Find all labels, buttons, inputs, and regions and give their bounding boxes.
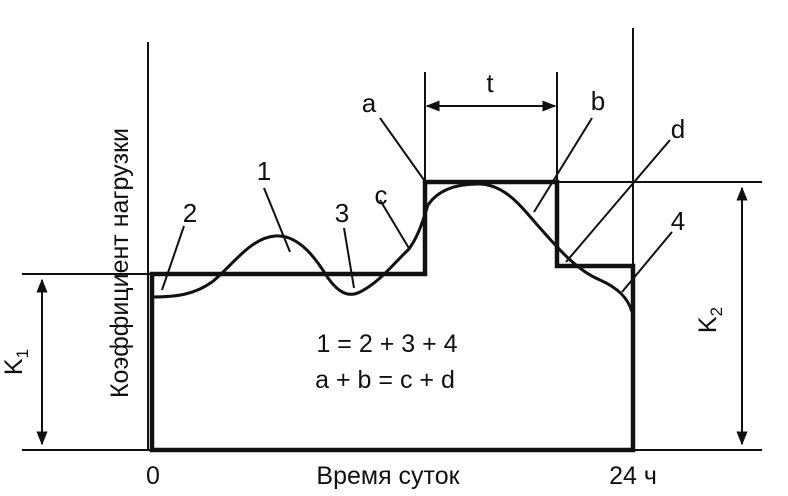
equation-2: a + b = c + d bbox=[315, 366, 455, 394]
x-end-label: 24 ч bbox=[609, 462, 657, 490]
load-curve bbox=[151, 182, 634, 313]
equation-1: 1 = 2 + 3 + 4 bbox=[316, 330, 457, 358]
label-2: 2 bbox=[183, 198, 197, 228]
leader-3 bbox=[343, 227, 355, 289]
x-axis-label: Время суток bbox=[316, 462, 460, 490]
k1-label: K1 bbox=[0, 349, 32, 375]
y-axis-label: Коэффициент нагрузки bbox=[106, 128, 134, 398]
leader-c bbox=[379, 199, 411, 251]
label-b: b bbox=[591, 86, 605, 116]
label-a: a bbox=[362, 88, 377, 118]
label-c: c bbox=[375, 180, 388, 210]
label-t: t bbox=[486, 68, 494, 98]
leader-b bbox=[533, 117, 593, 213]
leader-d bbox=[565, 139, 671, 263]
x-start-label: 0 bbox=[146, 462, 160, 490]
label-d: d bbox=[671, 114, 685, 144]
leader-2 bbox=[161, 225, 185, 291]
step-profile bbox=[149, 179, 636, 453]
leader-1 bbox=[263, 187, 291, 253]
label-1: 1 bbox=[257, 156, 271, 186]
leader-a bbox=[379, 117, 425, 181]
k2-label: K2 bbox=[694, 307, 726, 333]
label-3: 3 bbox=[335, 198, 349, 228]
label-4: 4 bbox=[671, 206, 685, 236]
leader-4 bbox=[621, 231, 673, 293]
